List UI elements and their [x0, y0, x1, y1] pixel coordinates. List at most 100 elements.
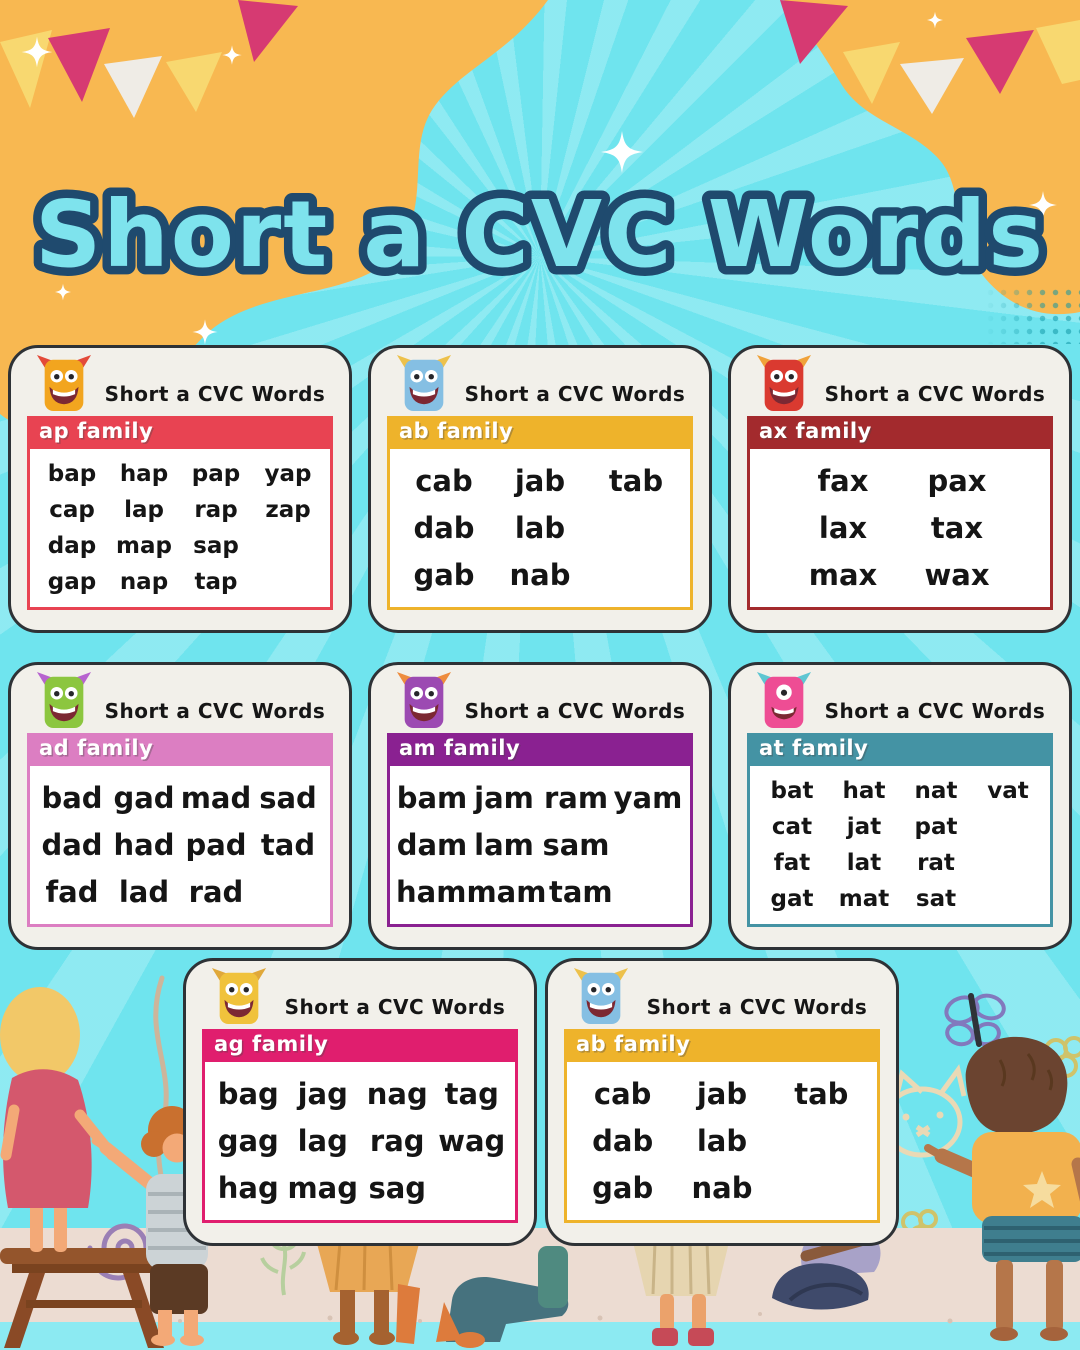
- card-title: Short a CVC Words: [464, 382, 686, 406]
- word: dad: [41, 828, 103, 862]
- family-label: am family: [399, 736, 521, 760]
- word: lam: [474, 828, 534, 862]
- card-title: Short a CVC Words: [464, 699, 686, 723]
- word: rap: [194, 497, 238, 523]
- family-label: at family: [759, 736, 869, 760]
- word-list: cab jab tab dab lab gab nab: [387, 446, 693, 610]
- word: max: [808, 558, 878, 592]
- word: cab: [593, 1077, 652, 1111]
- word: pad: [185, 828, 247, 862]
- word: lax: [818, 511, 868, 545]
- top-decorations: [0, 0, 1080, 453]
- word: tad: [260, 828, 316, 862]
- family-label: ap family: [39, 419, 154, 443]
- word-list: fax pax lax tax max wax: [747, 446, 1053, 610]
- word-list: bag jag nag tag gag lag rag wag hag mag …: [202, 1059, 518, 1223]
- word: gab: [413, 558, 475, 592]
- word: mag: [287, 1171, 359, 1205]
- word: lad: [118, 875, 170, 909]
- word: gag: [217, 1124, 279, 1158]
- kid-pleated-skirt-legs: [632, 1238, 730, 1346]
- word: dab: [413, 511, 475, 545]
- monster-icon: [36, 671, 92, 729]
- card-title: Short a CVC Words: [824, 699, 1046, 723]
- word: cat: [771, 814, 813, 840]
- word: mat: [838, 886, 890, 912]
- word: lab: [696, 1124, 748, 1158]
- word-list: bam jam ram yam dam lam sam ham mam tam: [387, 763, 693, 927]
- card-title: Short a CVC Words: [104, 699, 326, 723]
- kneeling-kid: [396, 1276, 569, 1348]
- word: bap: [47, 461, 97, 487]
- family-banner: at family: [747, 733, 1053, 763]
- word-card-ab-2: Short a CVC Words ab family cab jab tab …: [545, 958, 899, 1246]
- word: lat: [846, 850, 882, 876]
- word: gad: [113, 781, 175, 815]
- teal-bag: [538, 1246, 568, 1308]
- word: jam: [474, 781, 534, 815]
- word-card-ax: Short a CVC Words ax family fax pax lax …: [728, 345, 1072, 633]
- word: yap: [264, 461, 312, 487]
- card-title: Short a CVC Words: [284, 995, 506, 1019]
- card-title: Short a CVC Words: [104, 382, 326, 406]
- word: nab: [691, 1171, 753, 1205]
- word: ham: [396, 875, 467, 909]
- word: tam: [549, 875, 613, 909]
- family-label: ab family: [399, 419, 514, 443]
- word: jab: [514, 464, 566, 498]
- word: wag: [438, 1124, 506, 1158]
- word: yam: [613, 781, 683, 815]
- stool: [0, 1248, 168, 1348]
- word-list: cab jab tab dab lab gab nab: [564, 1059, 880, 1223]
- monster-icon: [396, 671, 452, 729]
- word: gat: [770, 886, 814, 912]
- word: hap: [119, 461, 169, 487]
- word: map: [116, 533, 172, 559]
- poster-title-text: Short a CVC Words: [35, 181, 1045, 288]
- word: dab: [592, 1124, 654, 1158]
- monster-icon: [756, 671, 812, 729]
- word: dap: [47, 533, 97, 559]
- word-card-ag: Short a CVC Words ag family bag jag nag …: [183, 958, 537, 1246]
- word: rat: [917, 850, 955, 876]
- word-card-ab: Short a CVC Words ab family cab jab tab …: [368, 345, 712, 633]
- word: sat: [915, 886, 957, 912]
- card-title: Short a CVC Words: [646, 995, 868, 1019]
- word: ram: [543, 781, 609, 815]
- word: vat: [987, 778, 1029, 804]
- card-title: Short a CVC Words: [824, 382, 1046, 406]
- word: nap: [119, 569, 169, 595]
- word: mam: [466, 875, 547, 909]
- monster-icon: [396, 354, 452, 412]
- butterfly-doodle: [944, 993, 1006, 1047]
- monster-icon: [36, 354, 92, 412]
- family-label: ad family: [39, 736, 154, 760]
- word: pax: [927, 464, 987, 498]
- word: bat: [770, 778, 814, 804]
- word: bad: [41, 781, 103, 815]
- word: gab: [592, 1171, 654, 1205]
- word: dam: [396, 828, 468, 862]
- word: cab: [415, 464, 473, 498]
- word: sad: [259, 781, 317, 815]
- word: mad: [180, 781, 252, 815]
- word-card-ap: Short a CVC Words ap family bap hap pap …: [8, 345, 352, 633]
- word: nab: [509, 558, 571, 592]
- word: tab: [794, 1077, 849, 1111]
- word: pat: [914, 814, 958, 840]
- family-banner: ag family: [202, 1029, 518, 1059]
- word: sap: [193, 533, 239, 559]
- family-banner: ax family: [747, 416, 1053, 446]
- word: cap: [49, 497, 95, 523]
- word: lap: [124, 497, 164, 523]
- word: fat: [773, 850, 811, 876]
- bunting-right: [780, 0, 1080, 114]
- girl-on-stool: [0, 987, 118, 1252]
- word: jag: [297, 1077, 348, 1111]
- family-banner: ab family: [564, 1029, 880, 1059]
- word: hag: [217, 1171, 279, 1205]
- word-list: bap hap pap yap cap lap rap zap dap map …: [27, 446, 333, 610]
- family-label: ab family: [576, 1032, 691, 1056]
- word: tax: [930, 511, 984, 545]
